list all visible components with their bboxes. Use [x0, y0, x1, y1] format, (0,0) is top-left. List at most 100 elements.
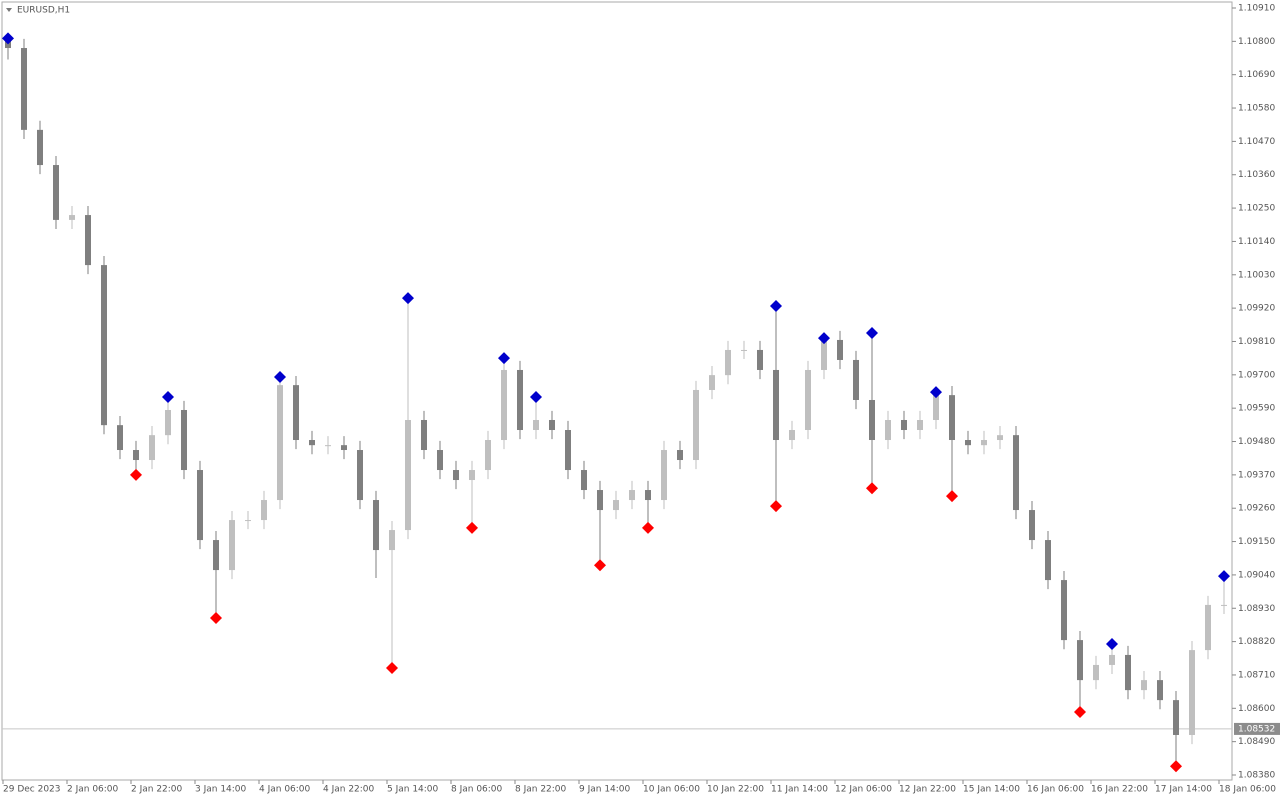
candle-body	[69, 215, 75, 220]
y-tick-label: 1.08820	[1238, 637, 1275, 647]
y-tick-label: 1.10140	[1238, 237, 1275, 247]
y-tick-label: 1.09700	[1238, 370, 1275, 380]
candle-body	[389, 530, 395, 551]
candle-body	[245, 520, 251, 522]
candle-body	[1093, 664, 1099, 681]
candle-body	[1077, 640, 1083, 681]
y-tick-label: 1.09920	[1238, 304, 1275, 314]
candle-body	[357, 450, 363, 501]
candle-body	[85, 215, 91, 266]
x-tick-label: 5 Jan 14:00	[387, 785, 439, 795]
candle-body	[853, 359, 859, 400]
x-tick-label: 11 Jan 14:00	[771, 785, 828, 795]
peak-marker	[818, 332, 830, 345]
candle-body	[549, 419, 555, 431]
y-tick-label: 1.09040	[1238, 570, 1275, 580]
y-tick-label: 1.09150	[1238, 537, 1275, 547]
candle-body	[533, 419, 539, 431]
x-tick-label: 16 Jan 22:00	[1091, 785, 1148, 795]
candle-body	[661, 450, 667, 501]
candle-body	[277, 385, 283, 501]
trough-marker	[642, 521, 654, 534]
candle-body	[581, 470, 587, 491]
candle-body	[437, 450, 443, 471]
candle-body	[565, 430, 571, 471]
candle-body	[1029, 510, 1035, 541]
x-tick-label: 8 Jan 22:00	[515, 785, 567, 795]
peak-marker	[866, 326, 878, 339]
menu-arrow[interactable]	[6, 8, 12, 12]
candle-body	[21, 48, 27, 130]
x-tick-label: 2 Jan 22:00	[131, 785, 183, 795]
candle-body	[1061, 580, 1067, 641]
candle-body	[1189, 650, 1195, 735]
x-tick-label: 17 Jan 14:00	[1155, 785, 1212, 795]
y-tick-label: 1.10580	[1238, 104, 1275, 114]
x-tick-label: 15 Jan 14:00	[963, 785, 1020, 795]
candle-body	[149, 435, 155, 461]
candle-body	[821, 339, 827, 370]
candle-body	[501, 369, 507, 441]
candle-body	[469, 470, 475, 481]
candle-body	[741, 349, 747, 351]
y-tick-label: 1.10030	[1238, 270, 1275, 280]
x-tick-label: 12 Jan 22:00	[899, 785, 956, 795]
peak-marker	[930, 386, 942, 399]
candle-body	[629, 490, 635, 501]
x-tick-label: 4 Jan 06:00	[259, 785, 311, 795]
candle-body	[197, 470, 203, 541]
x-tick-label: 10 Jan 06:00	[643, 785, 700, 795]
trough-marker	[866, 482, 878, 495]
trough-marker	[130, 468, 142, 481]
y-tick-label: 1.08930	[1238, 604, 1275, 614]
candle-body	[1173, 700, 1179, 735]
peak-marker	[498, 352, 510, 365]
y-tick-label: 1.08490	[1238, 737, 1275, 747]
candle-body	[101, 265, 107, 426]
candle-body	[965, 440, 971, 446]
y-tick-label: 1.09480	[1238, 437, 1275, 447]
peak-marker	[402, 292, 414, 305]
candle-body	[453, 470, 459, 481]
trough-marker	[386, 661, 398, 674]
peak-marker	[2, 32, 14, 45]
candle-body	[341, 445, 347, 451]
candle-body	[725, 349, 731, 376]
x-tick-label: 2 Jan 06:00	[67, 785, 119, 795]
candle-body	[517, 369, 523, 431]
candle-body	[53, 165, 59, 220]
candle-body	[325, 445, 331, 447]
candle-body	[133, 450, 139, 461]
y-tick-label: 1.10910	[1238, 4, 1275, 14]
y-tick-label: 1.10800	[1238, 37, 1275, 47]
candle-body	[293, 385, 299, 441]
y-tick-label: 1.08380	[1238, 771, 1275, 781]
candle-body	[421, 419, 427, 451]
candle-body	[309, 440, 315, 446]
x-tick-label: 12 Jan 06:00	[835, 785, 892, 795]
y-tick-label: 1.09590	[1238, 404, 1275, 414]
x-tick-label: 8 Jan 06:00	[451, 785, 503, 795]
trough-marker	[594, 559, 606, 572]
y-tick-label: 1.10250	[1238, 204, 1275, 214]
trough-marker	[210, 611, 222, 624]
y-tick-label: 1.09260	[1238, 504, 1275, 514]
x-tick-label: 16 Jan 06:00	[1027, 785, 1084, 795]
candle-body	[165, 409, 171, 436]
x-tick-label: 10 Jan 22:00	[707, 785, 764, 795]
trough-marker	[466, 521, 478, 534]
y-tick-label: 1.08710	[1238, 670, 1275, 680]
candle-body	[1157, 680, 1163, 701]
candle-body	[1221, 604, 1227, 606]
trough-marker	[770, 500, 782, 513]
candle-body	[261, 500, 267, 521]
candle-body	[805, 369, 811, 431]
candle-body	[757, 349, 763, 370]
candle-body	[1109, 654, 1115, 665]
candle-body	[773, 369, 779, 441]
peak-marker	[162, 390, 174, 403]
peak-marker	[1106, 638, 1118, 651]
candle-body	[901, 419, 907, 431]
candle-body	[693, 389, 699, 461]
